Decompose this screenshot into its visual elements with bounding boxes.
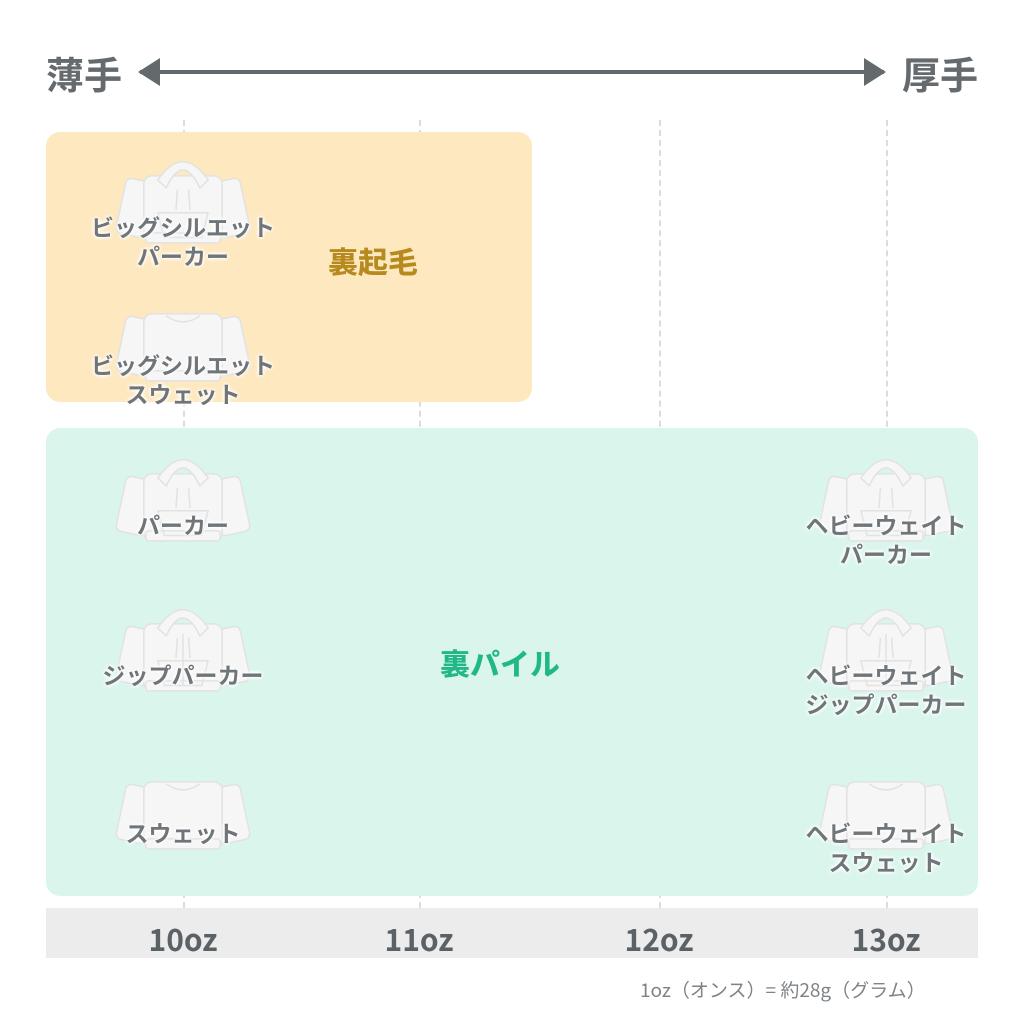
product-label: ビッグシルエット パーカー [91,212,275,270]
product-item: ヘビーウェイト スウェット [816,756,956,876]
product-item: ビッグシルエット パーカー [113,150,253,270]
axis-tick-12oz: 12oz [625,916,694,960]
product-label: ジップパーカー [103,660,264,689]
thickness-axis-header: 薄手厚手 [0,48,1024,96]
axis-tick-11oz: 11oz [385,916,454,960]
pile-panel-label: 裏パイル [440,640,560,684]
product-label: ビッグシルエット スウェット [91,350,275,408]
fleece-panel-label: 裏起毛 [328,238,418,282]
axis-tick-10oz: 10oz [149,916,218,960]
product-label: ヘビーウェイト パーカー [806,510,967,568]
axis-tick-13oz: 13oz [852,916,921,960]
product-label: スウェット [126,818,241,847]
product-item: ヘビーウェイト ジップパーカー [816,598,956,718]
thick-label: 厚手 [902,45,978,100]
product-label: ヘビーウェイト スウェット [806,818,967,876]
thin-label: 薄手 [46,45,122,100]
product-label: パーカー [137,510,229,539]
product-item: スウェット [113,756,253,847]
product-item: パーカー [113,448,253,539]
product-item: ヘビーウェイト パーカー [816,448,956,568]
oz-footnote: 1oz（オンス）= 約28g（グラム） [640,976,926,1003]
product-label: ヘビーウェイト ジップパーカー [806,660,967,718]
product-item: ジップパーカー [113,598,253,689]
product-item: ビッグシルエット スウェット [113,288,253,408]
